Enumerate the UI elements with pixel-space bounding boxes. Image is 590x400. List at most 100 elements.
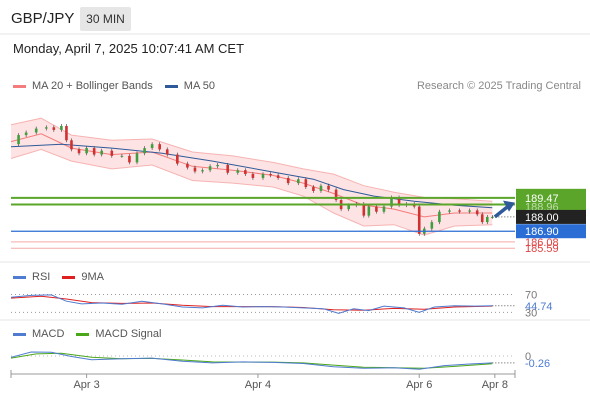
ma50-line bbox=[10, 143, 493, 209]
candle-body bbox=[110, 150, 114, 156]
candle-body bbox=[347, 205, 350, 210]
candle-body bbox=[362, 203, 366, 216]
candle-body bbox=[448, 210, 451, 212]
macd-current-label: -0.26 bbox=[525, 358, 550, 370]
legend-rsi: RSI bbox=[13, 271, 50, 283]
legend-macd-label: MACD bbox=[32, 328, 65, 340]
bollinger-swatch bbox=[13, 84, 26, 88]
candle-body bbox=[485, 216, 489, 223]
datetime-label: Monday, April 7, 2025 10:07:41 AM CET bbox=[13, 41, 245, 56]
candle-body bbox=[44, 127, 48, 129]
macd-zero-label: 0 bbox=[525, 351, 531, 363]
resistance-tag-bg bbox=[516, 188, 586, 213]
candle-body bbox=[17, 135, 20, 145]
symbol-title: GBP/JPY bbox=[11, 10, 75, 27]
candle-body bbox=[100, 150, 104, 155]
candle-body bbox=[296, 179, 300, 184]
current-price-label: 188.00 bbox=[525, 212, 559, 224]
candle-body bbox=[244, 170, 247, 175]
rsi-swatch bbox=[13, 275, 26, 279]
candle-body bbox=[236, 170, 240, 173]
macd-line bbox=[10, 351, 493, 370]
candle-body bbox=[261, 174, 265, 178]
macd-legend: MACD MACD Signal bbox=[13, 328, 173, 340]
x-tick-label: Apr 6 bbox=[406, 379, 432, 391]
candle-body bbox=[65, 125, 68, 141]
support-label-1: 186.90 bbox=[525, 226, 559, 238]
candle-body bbox=[286, 177, 290, 184]
candle-body bbox=[390, 197, 393, 207]
x-tick-label: Apr 8 bbox=[482, 379, 508, 391]
bollinger-upper bbox=[10, 117, 493, 202]
candle-body bbox=[193, 167, 197, 172]
legend-rsi-ma: 9MA bbox=[62, 271, 104, 283]
candle-body bbox=[430, 222, 434, 229]
candle-body bbox=[60, 125, 63, 130]
candle-body bbox=[150, 144, 154, 149]
candle-body bbox=[251, 174, 255, 178]
candle-body bbox=[304, 179, 308, 188]
credit-label: Research © 2025 Trading Central bbox=[416, 80, 581, 92]
candle-body bbox=[327, 185, 330, 190]
rsi-legend: RSI 9MA bbox=[13, 271, 116, 283]
candle-body bbox=[475, 210, 479, 215]
forecast-arrow-head bbox=[503, 200, 515, 212]
candle-body bbox=[417, 206, 421, 234]
candle-body bbox=[319, 185, 323, 191]
candle-body bbox=[216, 164, 219, 167]
candle-body bbox=[158, 144, 161, 150]
candle-body bbox=[128, 155, 131, 163]
candle-body bbox=[367, 206, 371, 216]
candle-body bbox=[208, 166, 212, 171]
candle-body bbox=[438, 211, 441, 223]
rsi-ma-line bbox=[10, 295, 493, 311]
candle-body bbox=[226, 164, 230, 173]
x-tick-label: Apr 3 bbox=[73, 379, 99, 391]
rsi-current-label: 44.74 bbox=[525, 301, 553, 313]
support-label-3: 185.59 bbox=[525, 243, 559, 255]
candle-body bbox=[70, 140, 73, 150]
ma50-swatch bbox=[164, 84, 178, 88]
legend-rsi-ma-label: 9MA bbox=[81, 271, 104, 283]
rsi-line bbox=[10, 294, 493, 314]
candle-body bbox=[334, 189, 338, 201]
candle-body bbox=[165, 149, 169, 155]
candle-body bbox=[77, 149, 81, 154]
candle-body bbox=[176, 154, 179, 164]
candle-body bbox=[458, 210, 461, 212]
candle-body bbox=[480, 214, 484, 223]
macd-signal-swatch bbox=[76, 332, 90, 336]
candle-body bbox=[397, 197, 401, 206]
macd-swatch bbox=[13, 332, 26, 336]
chart-header: GBP/JPY 30 MIN bbox=[0, 0, 590, 34]
candle-body bbox=[269, 174, 272, 176]
legend-macd-signal: MACD Signal bbox=[76, 328, 161, 340]
rsi-ma-swatch bbox=[62, 275, 76, 279]
candle-body bbox=[52, 127, 56, 130]
rsi-level-label: 70 bbox=[525, 289, 537, 301]
legend-bollinger: MA 20 + Bollinger Bands bbox=[13, 80, 153, 92]
current-price-label-bg bbox=[516, 209, 586, 224]
rsi-level-label: 30 bbox=[525, 307, 537, 319]
resistance-label-1: 189.47 bbox=[525, 193, 559, 205]
ma20-line bbox=[10, 133, 493, 218]
legend-ma50-label: MA 50 bbox=[183, 80, 215, 92]
candle-body bbox=[201, 170, 204, 172]
candle-body bbox=[34, 128, 38, 133]
candle-body bbox=[24, 132, 28, 136]
legend-bollinger-label: MA 20 + Bollinger Bands bbox=[32, 80, 153, 92]
candle-body bbox=[85, 148, 88, 154]
candle-body bbox=[382, 206, 386, 212]
candle-body bbox=[312, 187, 315, 191]
timeframe-button[interactable]: 30 MIN bbox=[80, 7, 131, 31]
candle-body bbox=[135, 153, 139, 163]
candle-body bbox=[375, 206, 378, 212]
candle-body bbox=[92, 148, 96, 155]
legend-macd-signal-label: MACD Signal bbox=[95, 328, 162, 340]
forecast-arrow-shaft bbox=[493, 204, 511, 219]
support-label-2: 186.08 bbox=[525, 237, 559, 249]
candle-body bbox=[120, 155, 124, 157]
legend-rsi-label: RSI bbox=[32, 271, 51, 283]
legend-ma50: MA 50 bbox=[164, 80, 215, 92]
